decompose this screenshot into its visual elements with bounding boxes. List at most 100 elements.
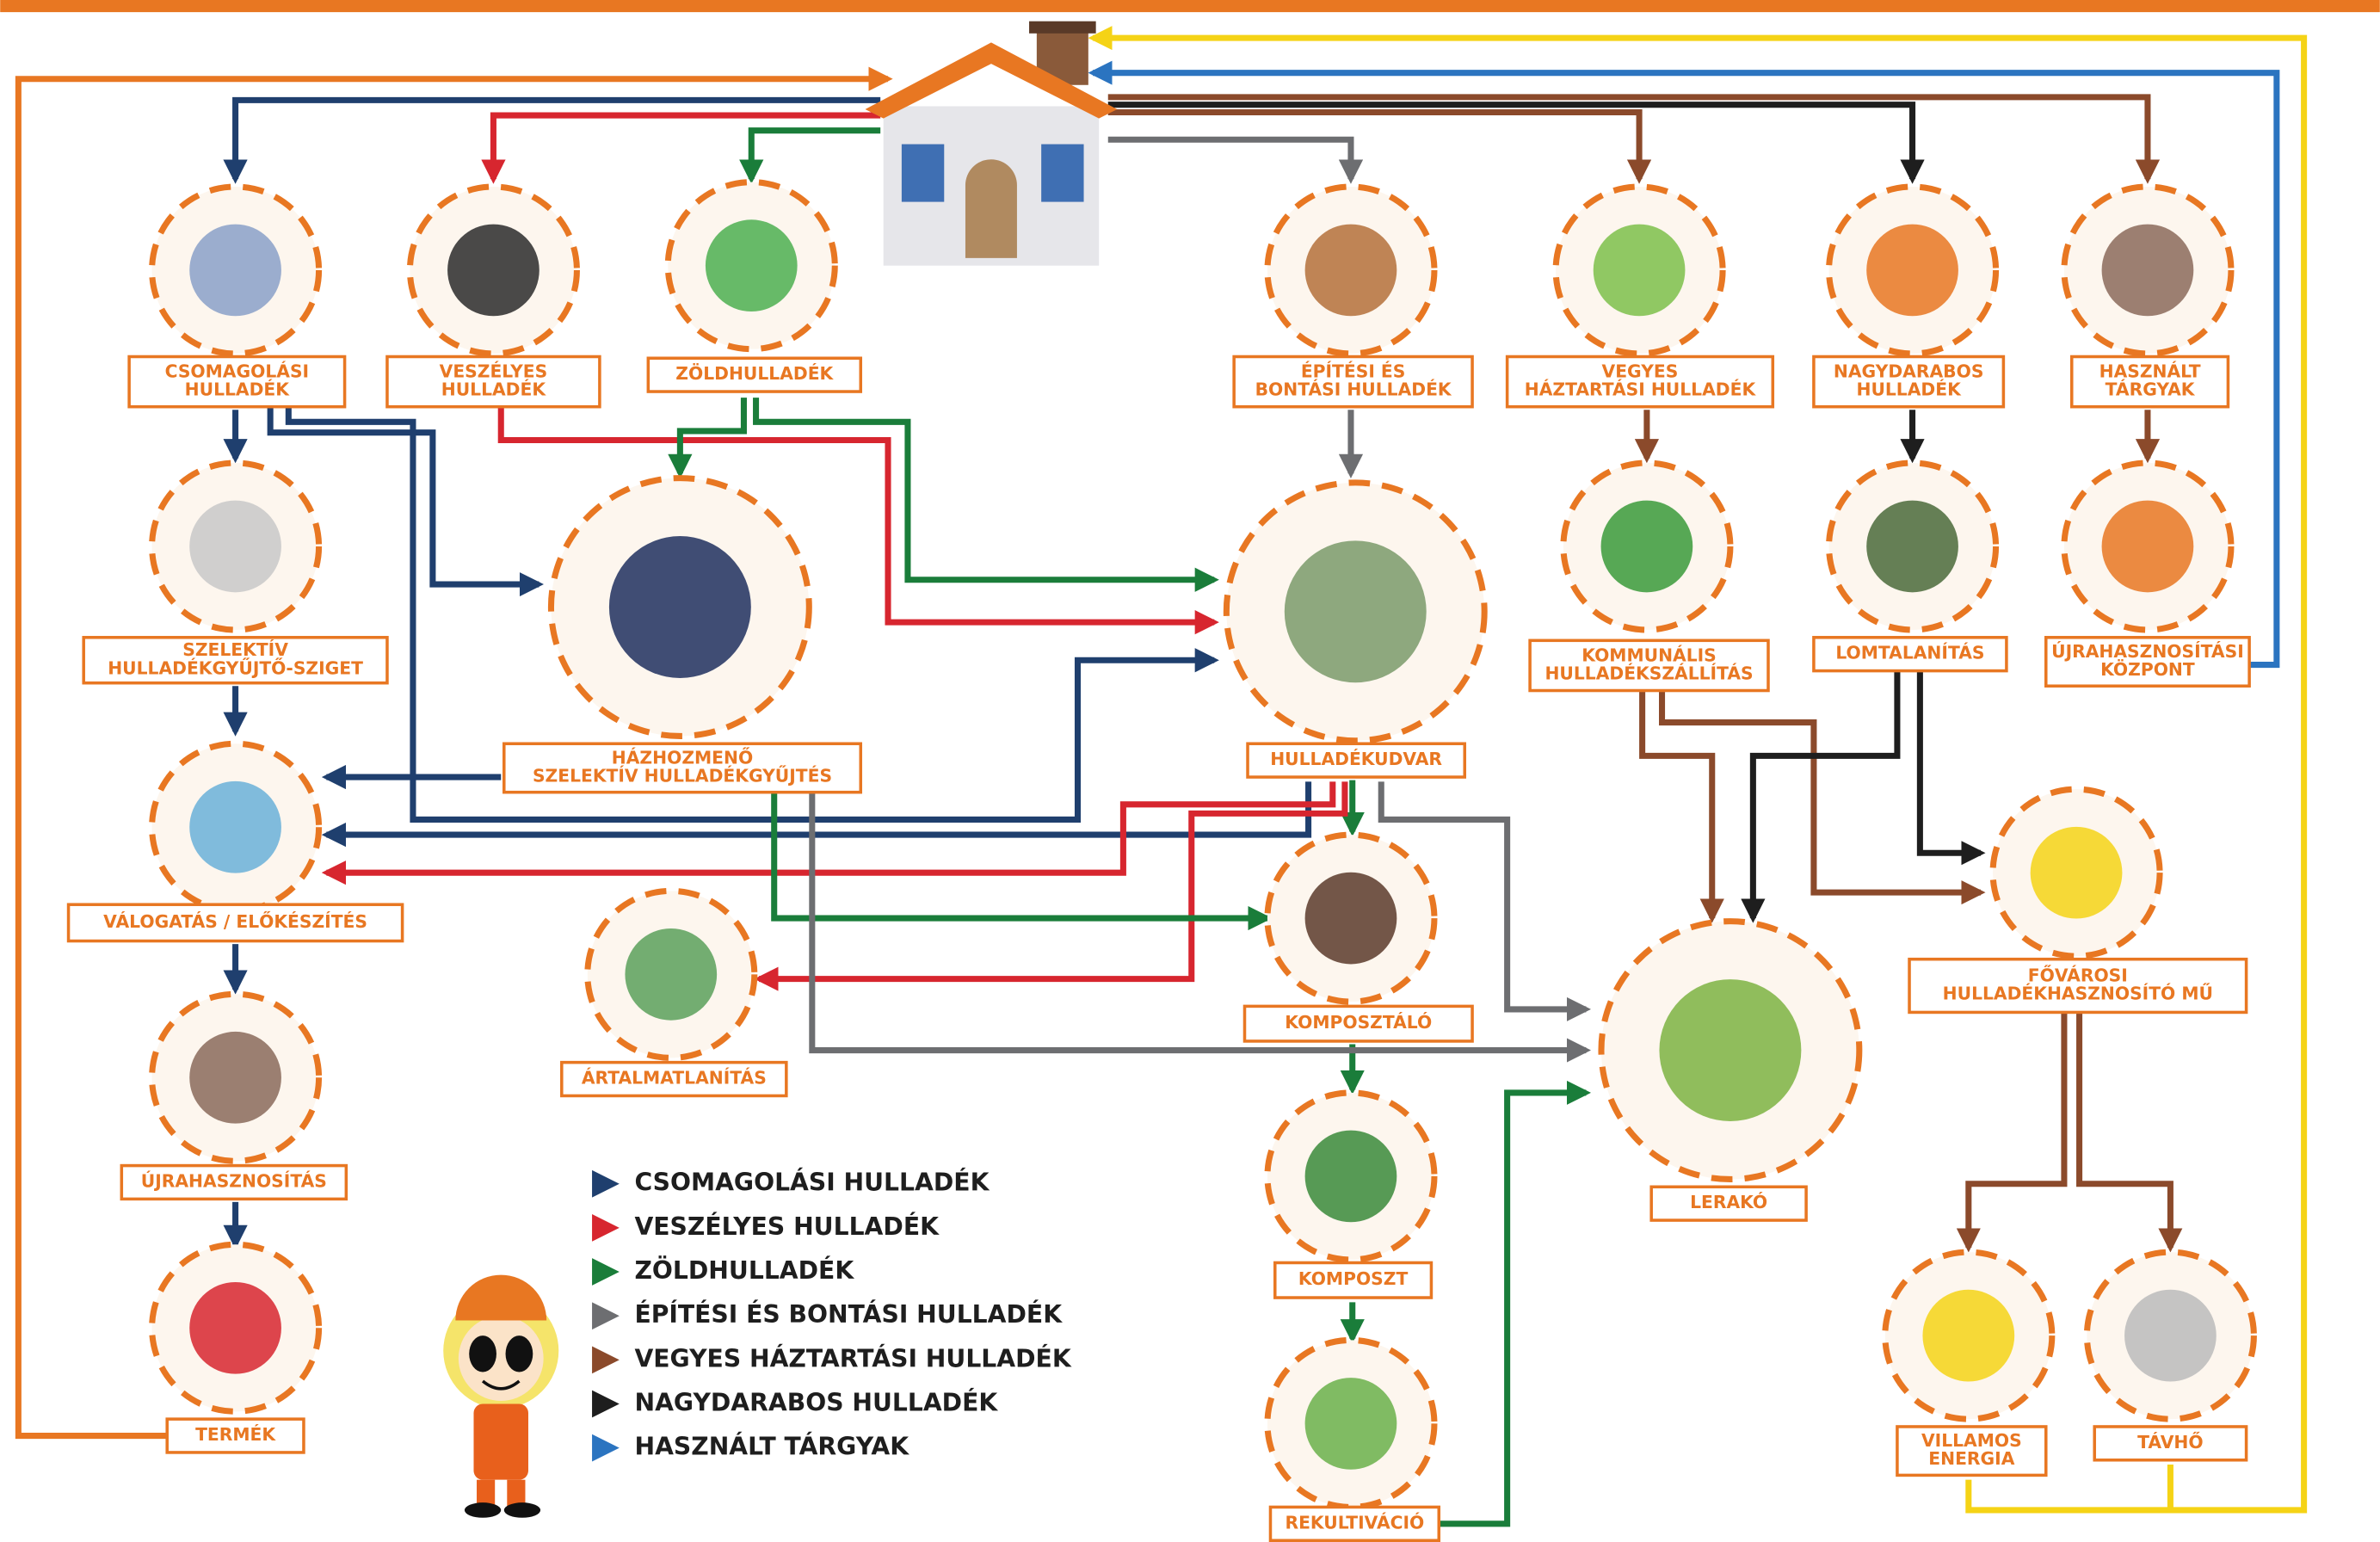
node: HULLADÉKUDVAR: [1226, 483, 1484, 777]
node-label: LOMTALANÍTÁS: [1835, 643, 1984, 663]
node-icon: [1922, 1290, 2014, 1382]
node-label: HULLADÉK: [1856, 379, 1962, 400]
legend-label: VESZÉLYES HULLADÉK: [634, 1212, 940, 1241]
legend-label: HASZNÁLT TÁRGYAK: [634, 1432, 909, 1461]
flow-arrow: [493, 115, 880, 179]
node-label: ÚJRAHASZNOSÍTÁS: [141, 1170, 327, 1191]
node-icon: [1285, 540, 1427, 682]
node-label: ÁRTALMATLANÍTÁS: [582, 1068, 767, 1089]
node: HÁZHOZMENŐSZELEKTÍV HULLADÉKGYŰJTÉS: [504, 478, 860, 793]
legend-marker: [592, 1346, 620, 1373]
flow-arrow: [680, 398, 743, 473]
node-label: HULLADÉKUDVAR: [1270, 749, 1442, 769]
legend: CSOMAGOLÁSI HULLADÉK VESZÉLYES HULLADÉK ZÖ…: [592, 1168, 1072, 1462]
flow-arrow: [1439, 1093, 1586, 1524]
node-label: REKULTIVÁCIÓ: [1285, 1512, 1424, 1533]
page: CSOMAGOLÁSIHULLADÉKVESZÉLYESHULLADÉK ZÖLD…: [0, 0, 2380, 1542]
node-label: BONTÁSI HULLADÉK: [1255, 379, 1452, 400]
node-label: HULLADÉK: [185, 379, 291, 400]
node: NAGYDARABOSHULLADÉK: [1814, 187, 2003, 407]
node-label: ZÖLDHULLADÉK: [675, 363, 834, 384]
flow-arrow: [2080, 1012, 2171, 1247]
legend-label: ZÖLDHULLADÉK: [634, 1255, 854, 1285]
legend-label: NAGYDARABOS HULLADÉK: [634, 1387, 998, 1416]
node: ÁRTALMATLANÍTÁS: [562, 891, 786, 1095]
node-icon: [609, 536, 751, 678]
house: [866, 22, 1118, 266]
node-icon: [189, 1282, 281, 1374]
node-label: KOMPOSZT: [1298, 1268, 1409, 1289]
legend-marker: [592, 1302, 620, 1329]
node: ÚJRAHASZNOSÍTÁS: [121, 994, 346, 1199]
node: KOMPOSZTÁLÓ: [1244, 835, 1472, 1041]
flow-arrow: [1920, 671, 1981, 854]
node-icon: [1305, 1131, 1397, 1223]
node-label: KOMPOSZTÁLÓ: [1285, 1012, 1432, 1033]
node-icon: [625, 928, 717, 1021]
node-icon: [1305, 1378, 1397, 1470]
flow-arrow: [326, 781, 1332, 873]
node: KOMPOSZT: [1267, 1093, 1434, 1298]
node: VÁLOGATÁS / ELŐKÉSZÍTÉS: [69, 743, 403, 941]
node-label: HÁZTARTÁSI HULLADÉK: [1525, 379, 1757, 400]
legend-marker: [592, 1434, 620, 1462]
node-icon: [1601, 501, 1693, 593]
node: CSOMAGOLÁSIHULLADÉK: [129, 187, 344, 407]
node-icon: [2102, 501, 2194, 593]
legend-marker: [592, 1391, 620, 1418]
node-label: HULLADÉKSZÁLLÍTÁS: [1545, 663, 1753, 684]
flow-arrow: [1108, 113, 1639, 180]
flow-arrow: [236, 100, 881, 179]
top-bar: [0, 0, 2380, 12]
node-icon: [1594, 225, 1686, 317]
node-icon: [189, 501, 281, 593]
legend-label: ÉPÍTÉSI ÉS BONTÁSI HULLADÉK: [634, 1299, 1063, 1329]
node: ÚJRAHASZNOSÍTÁSIKÖZPONT: [2046, 463, 2249, 686]
mascot: [443, 1275, 558, 1518]
legend-marker: [592, 1170, 620, 1198]
legend-label: CSOMAGOLÁSI HULLADÉK: [634, 1168, 990, 1197]
node-icon: [1866, 501, 1958, 593]
flow-arrow: [1753, 671, 1897, 918]
node-label: VÁLOGATÁS / ELŐKÉSZÍTÉS: [103, 911, 367, 932]
node: VESZÉLYESHULLADÉK: [387, 187, 600, 407]
node-label: TÁRGYAK: [2106, 379, 2196, 400]
node-icon: [447, 225, 540, 317]
node-icon: [706, 219, 798, 311]
node-label: LERAKÓ: [1690, 1192, 1767, 1212]
node-icon: [2102, 225, 2194, 317]
node: ÉPÍTÉSI ÉSBONTÁSI HULLADÉK: [1234, 187, 1472, 407]
node-icon: [2031, 827, 2123, 919]
node-label: SZELEKTÍV HULLADÉKGYŰJTÉS: [533, 766, 832, 786]
node: REKULTIVÁCIÓ: [1267, 1340, 1439, 1540]
legend-marker: [592, 1258, 620, 1286]
node-icon: [1659, 979, 1801, 1121]
node: TERMÉK: [152, 1244, 319, 1453]
node: LERAKÓ: [1601, 922, 1859, 1220]
legend-marker: [592, 1214, 620, 1242]
node-icon: [1866, 225, 1958, 317]
node-icon: [189, 781, 281, 873]
node-label: ENERGIA: [1928, 1448, 2014, 1469]
node-label: KÖZPONT: [2100, 659, 2195, 680]
node-label: TÁVHŐ: [2137, 1432, 2203, 1453]
node-icon: [189, 225, 281, 317]
node-label: TERMÉK: [195, 1424, 276, 1445]
node-icon: [1305, 225, 1397, 317]
flow-arrow: [756, 398, 1215, 580]
node-label: HULLADÉKGYŰJTŐ-SZIGET: [108, 657, 363, 678]
flow-arrow: [1108, 139, 1351, 179]
node: TÁVHŐ: [2087, 1252, 2254, 1460]
node-icon: [2124, 1290, 2217, 1382]
node-label: HULLADÉKHASZNOSÍTÓ MŰ: [1943, 984, 2213, 1004]
node-icon: [1305, 873, 1397, 965]
node: ZÖLDHULLADÉK: [648, 182, 860, 392]
flow-arrow: [1969, 1012, 2064, 1247]
legend-label: VEGYES HÁZTARTÁSI HULLADÉK: [634, 1343, 1071, 1372]
